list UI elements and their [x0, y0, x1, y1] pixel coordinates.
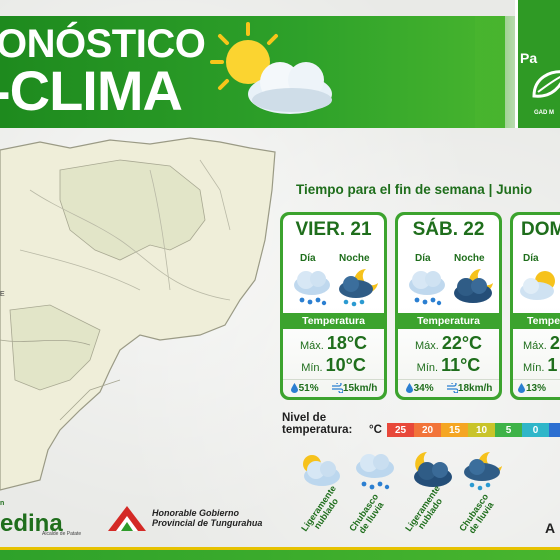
card-body: Día Noche Temperatura Máx. 22°C Mín. 11°C …	[398, 245, 499, 397]
forecast-title: Tiempo para el fin de semana | Junio	[296, 182, 533, 197]
night-rain-shower-icon	[464, 452, 502, 491]
min-label: Mín.	[523, 362, 545, 374]
day-label: Día	[415, 253, 431, 264]
wind-icon	[331, 383, 343, 394]
humidity-group: 51%	[290, 383, 319, 394]
max-temp: 2	[549, 333, 560, 353]
title-line-2: -CLIMA	[0, 59, 183, 122]
leaf-logo-icon	[532, 70, 560, 98]
min-label: Mín.	[301, 362, 323, 374]
humidity-icon	[290, 383, 298, 394]
max-label: Máx.	[414, 340, 439, 352]
max-label: Máx.	[299, 340, 324, 352]
day-card-friday: VIER. 21 Día Noche Temperatura Máx. 18°C …	[280, 212, 387, 400]
scale-step-2: 15	[441, 423, 468, 437]
province-text: Honorable Gobierno Provincial de Tungura…	[152, 508, 262, 528]
card-body: Día Noche Temperatura Máx. 18°C Mín. 10°C …	[283, 245, 384, 397]
rain-shower-icon	[356, 454, 394, 490]
scale-step-4: 5	[495, 423, 522, 437]
day-card-saturday: SÁB. 22 Día Noche Temperatura Máx. 22°C M…	[395, 212, 502, 400]
temperature-label: Temperatura	[283, 313, 384, 329]
scale-unit: °C	[369, 424, 382, 436]
min-row: Mín. 10°C	[283, 355, 384, 376]
min-temp: 11°C	[441, 355, 481, 375]
max-label: Máx.	[523, 340, 547, 352]
rain-cloud-icon	[294, 271, 330, 306]
day-label: Día	[300, 253, 316, 264]
bottom-bar-strip	[0, 547, 560, 550]
card-body: Día Temperatura Máx.2 Mín.1 13%	[513, 245, 560, 397]
humidity-value: 51%	[298, 383, 319, 394]
scale-step-5: 0	[522, 423, 549, 437]
scale-title-line-1: Nivel de	[282, 412, 327, 424]
wind-group: 15km/h	[331, 383, 378, 394]
humidity-group: 34%	[405, 383, 434, 394]
max-temp: 22°C	[441, 333, 483, 353]
temperature-label: Temperatura	[513, 313, 560, 329]
logo-subtitle: GAD M	[534, 110, 554, 116]
municipality-logo-panel	[515, 0, 560, 128]
night-partly-cloudy-icon	[414, 452, 452, 487]
scale-title: Nivel de temperatura:	[282, 412, 352, 436]
province-line-1: Honorable Gobierno	[152, 508, 240, 518]
max-temp: 18°C	[326, 333, 368, 353]
municipal-logo-name: edina	[0, 510, 63, 537]
scale-step-1: 20	[414, 423, 441, 437]
card-footer: 51% 15km/h	[283, 379, 384, 397]
wind-value: 18km/h	[457, 383, 493, 394]
sun-cloud-icon	[520, 271, 555, 300]
scale-step-0: 25	[387, 423, 414, 437]
scale-title-line-2: temperatura:	[282, 424, 353, 436]
wind-icon	[446, 383, 458, 394]
day-card-sunday: DOM Día Temperatura Máx.2 Mín.1 13%	[510, 212, 560, 400]
card-footer: 13%	[513, 379, 560, 397]
min-label: Mín.	[416, 362, 439, 374]
title-line-1: ONÓSTICO	[0, 22, 206, 66]
max-row: Máx. 18°C	[283, 333, 384, 354]
map-label: E	[0, 291, 5, 298]
wind-group: 18km/h	[446, 383, 493, 394]
sun-cloud-icon	[210, 22, 332, 114]
scale-step-6: -	[549, 423, 560, 437]
night-label: Noche	[454, 253, 485, 264]
day-name: DOM	[513, 215, 560, 245]
tungurahua-logo-icon	[108, 506, 146, 531]
max-row: Máx. 22°C	[398, 333, 499, 354]
max-row: Máx. 2	[513, 333, 560, 354]
scale-step-3: 10	[468, 423, 495, 437]
municipal-logo-subtitle: Alcalde de Patate	[42, 531, 82, 537]
corner-logo-letter: A	[545, 520, 556, 536]
humidity-group: 13%	[517, 383, 546, 394]
temperature-label: Temperatura	[398, 313, 499, 329]
night-label: Noche	[339, 253, 370, 264]
min-temp: 1	[547, 355, 558, 375]
day-name: VIER. 21	[283, 215, 384, 245]
province-line-2: Provincial de Tungurahua	[152, 518, 263, 528]
bottom-bar	[0, 547, 560, 560]
moon-dark-cloud-icon	[454, 269, 493, 303]
min-row: Mín. 11°C	[398, 355, 499, 376]
partly-cloudy-icon	[303, 455, 340, 486]
moon-rain-cloud-icon	[339, 269, 378, 307]
rain-cloud-icon	[409, 271, 445, 306]
day-name: SÁB. 22	[398, 215, 499, 245]
territory-map: E	[0, 137, 276, 491]
humidity-value: 34%	[413, 383, 434, 394]
humidity-icon	[518, 383, 525, 394]
humidity-icon	[405, 383, 413, 394]
day-label: Día	[523, 253, 539, 264]
municipal-logo-prefix: n	[0, 500, 5, 507]
logo-name: Pa	[520, 50, 538, 66]
humidity-value: 13%	[526, 383, 547, 394]
wind-value: 15km/h	[342, 383, 378, 394]
min-row: Mín. 1	[513, 355, 560, 376]
min-temp: 10°C	[325, 355, 366, 375]
card-footer: 34% 18km/h	[398, 379, 499, 397]
